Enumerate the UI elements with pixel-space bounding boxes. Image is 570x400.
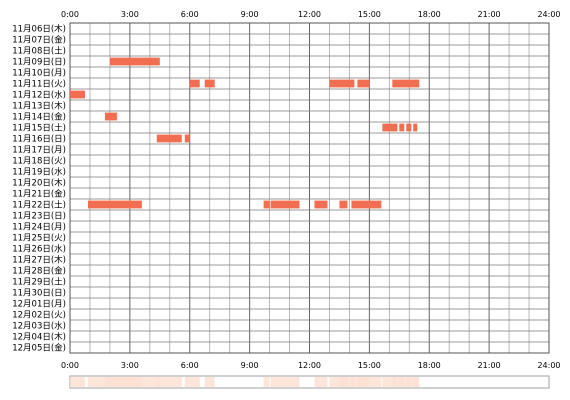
x-tick-label-bottom: 3:00	[121, 361, 139, 370]
interval-bar	[399, 123, 405, 132]
x-tick-label-bottom: 0:00	[61, 361, 79, 370]
interval-bar	[263, 200, 270, 209]
row-label: 12月04日(木)	[12, 332, 66, 343]
row-label: 11月28日(金)	[12, 266, 66, 277]
summary-band	[156, 377, 182, 387]
bottom-axis-tick-labels: 0:00 3:00 6:00 9:00 12:00 15:00 18:00 21:00 24:0…	[61, 361, 561, 370]
row-labels: 11月06日(木)11月07日(金)11月08日(土)11月09日(日)11月1…	[12, 24, 66, 354]
interval-bar	[351, 200, 382, 209]
row-label: 11月07日(金)	[12, 35, 66, 46]
row-label: 11月06日(木)	[12, 24, 66, 35]
summary-band	[87, 377, 142, 387]
x-tick-label-bottom: 18:00	[418, 361, 441, 370]
summary-band	[263, 377, 270, 387]
row-label: 11月21日(金)	[12, 189, 66, 200]
summary-band	[339, 377, 348, 387]
row-label: 11月25日(火)	[12, 234, 66, 244]
interval-bar	[357, 79, 370, 88]
interval-bar	[392, 79, 420, 88]
row-label: 11月14日(金)	[12, 112, 66, 123]
interval-bar	[270, 200, 300, 209]
summary-band	[189, 377, 200, 387]
row-label: 11月20日(木)	[12, 178, 66, 189]
x-tick-label-top: 12:00	[298, 10, 321, 19]
interval-bar	[329, 79, 355, 88]
grid	[69, 22, 550, 354]
x-tick-label-top: 9:00	[241, 10, 259, 19]
row-label: 11月30日(日)	[12, 289, 66, 299]
x-tick-label-top: 15:00	[358, 10, 381, 19]
summary-band	[184, 377, 190, 387]
interval-bar	[156, 134, 182, 143]
summary-band	[270, 377, 300, 387]
summary-band	[399, 377, 405, 387]
row-label: 11月15日(土)	[12, 123, 66, 134]
summary-band	[413, 377, 418, 387]
x-tick-label-bottom: 24:00	[537, 361, 560, 370]
interval-bar	[204, 79, 215, 88]
interval-bar	[382, 123, 398, 132]
row-label: 12月03日(水)	[12, 321, 66, 332]
interval-bar	[339, 200, 348, 209]
x-tick-label-bottom: 6:00	[181, 361, 199, 370]
row-label: 11月18日(火)	[12, 157, 66, 167]
summary-strip	[69, 375, 550, 389]
row-label: 11月08日(土)	[12, 46, 66, 57]
row-label: 11月16日(日)	[12, 135, 66, 145]
x-tick-label-bottom: 9:00	[241, 361, 259, 370]
interval-bars	[70, 57, 420, 209]
x-tick-label-top: 3:00	[121, 10, 139, 19]
summary-band	[314, 377, 328, 387]
row-label: 11月22日(土)	[12, 200, 66, 211]
summary-band	[70, 377, 85, 387]
row-label: 11月19日(水)	[12, 167, 66, 178]
row-label: 11月10日(月)	[12, 69, 66, 79]
summary-band	[406, 377, 412, 387]
x-tick-label-top: 18:00	[418, 10, 441, 19]
row-label: 11月09日(日)	[12, 58, 66, 68]
interval-bar	[109, 57, 160, 66]
interval-bar	[104, 112, 117, 121]
interval-bar	[314, 200, 328, 209]
x-tick-label-bottom: 12:00	[298, 361, 321, 370]
row-label: 11月24日(月)	[12, 223, 66, 233]
x-tick-label-top: 0:00	[61, 10, 79, 19]
summary-band	[204, 377, 215, 387]
row-label: 12月02日(火)	[12, 311, 66, 321]
interval-bar	[70, 90, 85, 99]
row-label: 11月27日(木)	[12, 255, 66, 266]
row-label: 12月05日(金)	[12, 343, 66, 354]
summary-band	[382, 377, 398, 387]
row-label: 11月11日(火)	[12, 80, 66, 90]
top-axis-tick-labels: 0:00 3:00 6:00 9:00 12:00 15:00 18:00 21:00 24:0…	[61, 10, 561, 19]
row-label: 11月13日(木)	[12, 101, 66, 112]
x-tick-label-top: 21:00	[478, 10, 501, 19]
row-label: 11月23日(日)	[12, 212, 66, 222]
x-tick-label-top: 24:00	[537, 10, 560, 19]
summary-band	[351, 377, 382, 387]
x-tick-label-top: 6:00	[181, 10, 199, 19]
row-label: 11月29日(土)	[12, 277, 66, 288]
interval-bar	[189, 79, 200, 88]
row-label: 11月26日(水)	[12, 244, 66, 255]
row-label: 11月12日(水)	[12, 90, 66, 101]
row-label: 12月01日(月)	[12, 300, 66, 310]
summary-band	[392, 377, 420, 387]
x-tick-label-bottom: 15:00	[358, 361, 381, 370]
interval-bar	[413, 123, 418, 132]
interval-bar	[184, 134, 190, 143]
plot-border	[69, 22, 550, 354]
x-tick-label-bottom: 21:00	[478, 361, 501, 370]
row-label: 11月17日(月)	[12, 146, 66, 156]
interval-bar	[406, 123, 412, 132]
interval-bar	[87, 200, 142, 209]
